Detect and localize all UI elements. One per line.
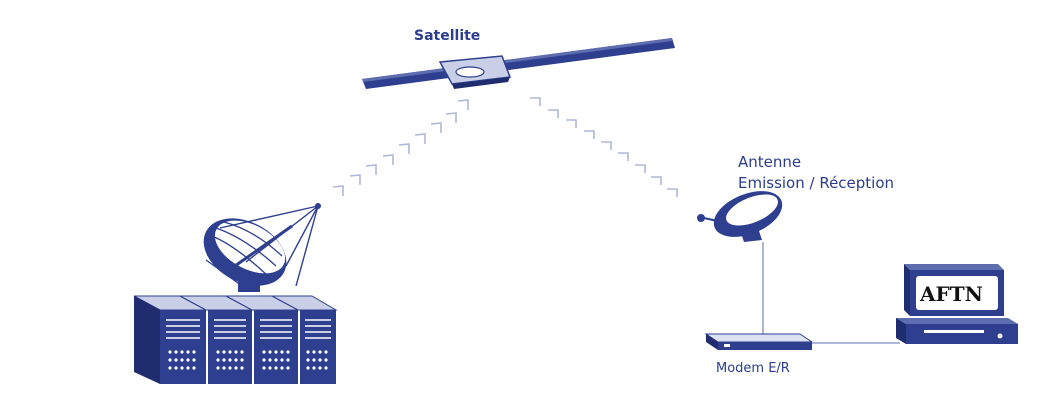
antenna-dish-icon [697,191,783,242]
terminal-screen-text: AFTN [919,282,983,306]
antenna-label-line1: Antenne [738,153,801,171]
modem-icon [704,333,814,350]
modem-label: Modem E/R [716,361,790,376]
uplink-signal [332,99,469,196]
ground-dish-icon [203,203,321,292]
satellite-label: Satellite [414,28,480,44]
computer-terminal-icon [896,264,1018,344]
downlink-signal [530,97,678,197]
satellite-icon [362,38,675,89]
server-rack-icon [133,295,338,384]
antenna-label-line2: Emission / Réception [738,174,894,192]
